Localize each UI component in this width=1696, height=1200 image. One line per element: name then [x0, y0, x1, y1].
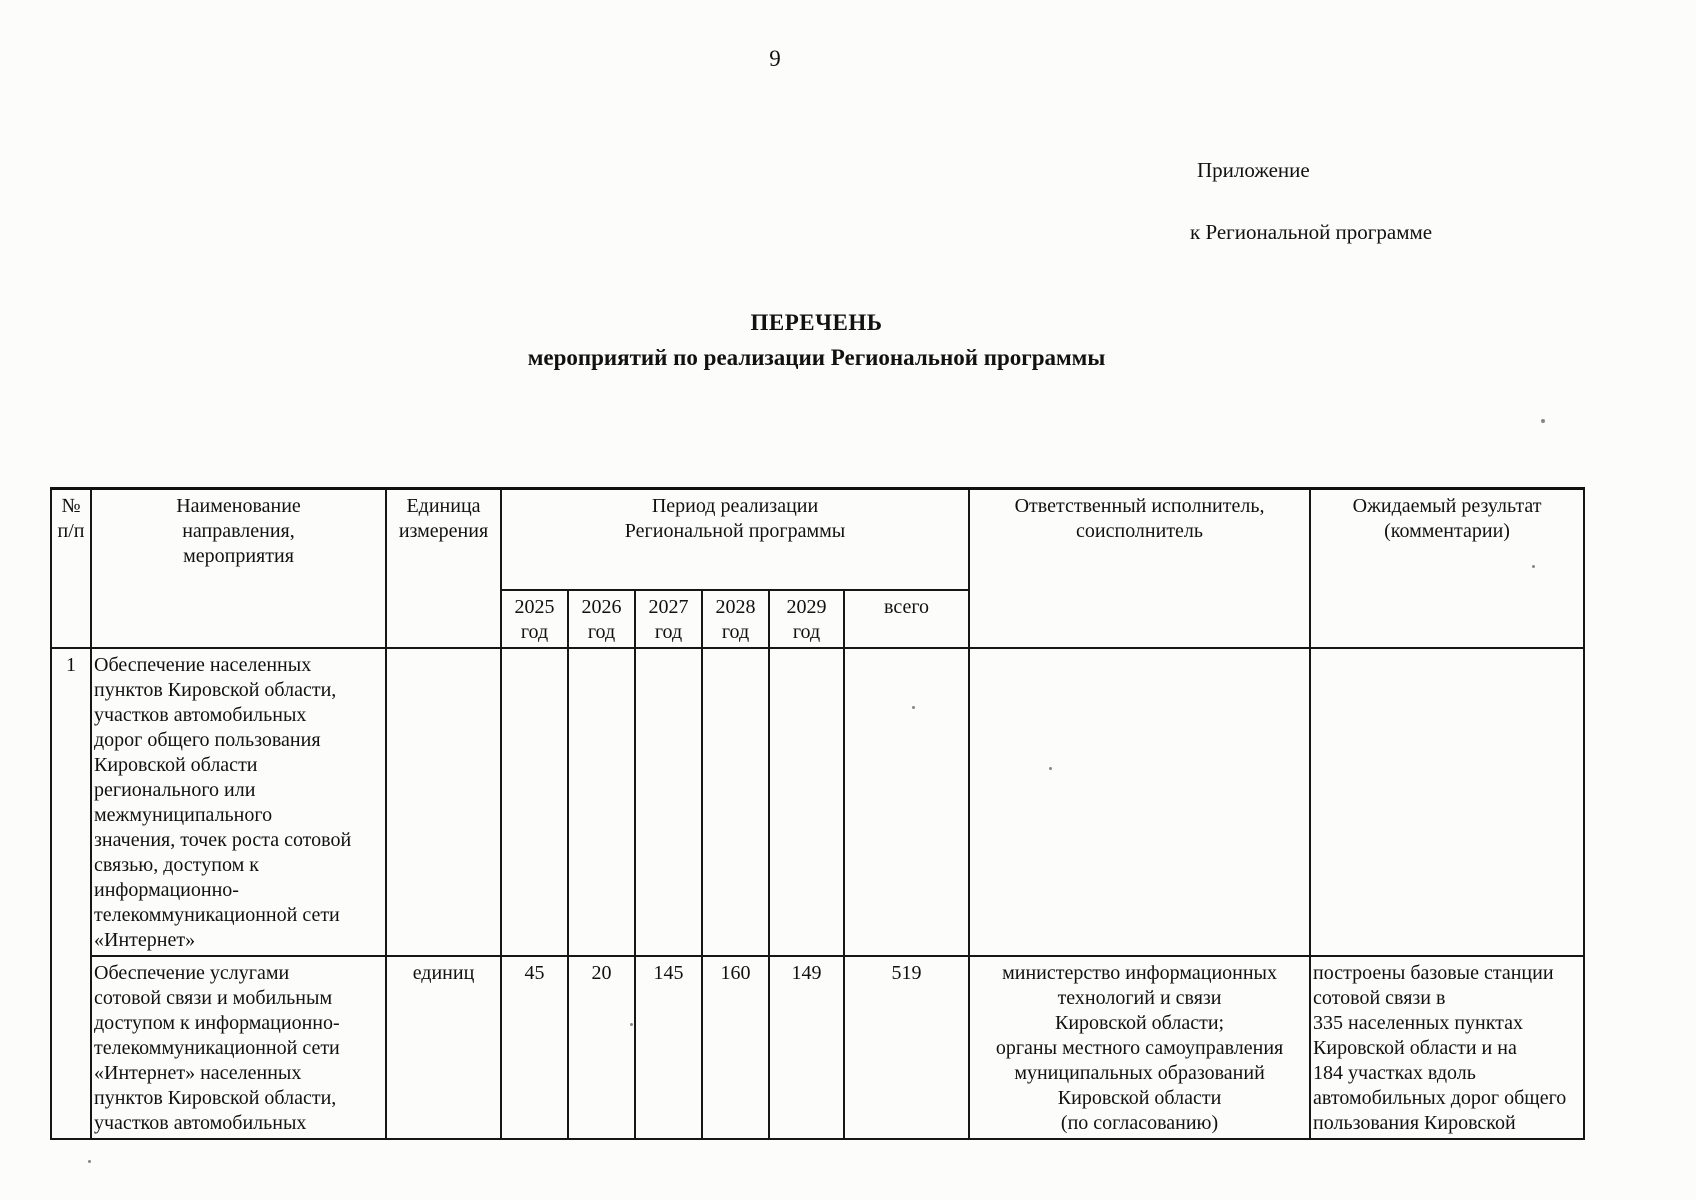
empty-cell — [768, 646, 845, 957]
col-header-result: Ожидаемый результат (комментарии) — [1309, 487, 1586, 649]
col-header-year-2028: 2028 год — [701, 588, 770, 649]
col-header-year-2027: 2027 год — [634, 588, 703, 649]
empty-cell — [385, 646, 502, 957]
program-measures-table: № п/п Наименование направления, мероприя… — [50, 487, 1586, 1140]
scan-speckle — [1049, 767, 1052, 770]
col-header-total: всего — [842, 588, 971, 649]
value-2025-cell: 45 — [500, 954, 569, 1140]
measure-unit-cell: единиц — [385, 954, 502, 1140]
table-header-row-main: № п/п Наименование направления, мероприя… — [50, 487, 1586, 649]
col-header-unit: Единица измерения — [385, 487, 502, 649]
empty-cell — [567, 646, 636, 957]
direction-name-cell: Обеспечение населенных пунктов Кировской… — [90, 646, 387, 957]
col-header-executor: Ответственный исполнитель, соисполнитель — [968, 487, 1312, 649]
scan-speckle — [1541, 419, 1545, 423]
col-header-num: № п/п — [50, 487, 92, 649]
title-block: ПЕРЕЧЕНЬ мероприятий по реализации Регио… — [50, 310, 1583, 371]
value-2027-cell: 145 — [634, 954, 703, 1140]
executor-cell: министерство информационных технологий и… — [968, 954, 1312, 1140]
scan-speckle — [912, 706, 915, 709]
document-title: ПЕРЕЧЕНЬ — [750, 310, 883, 335]
empty-cell — [634, 646, 703, 957]
result-cell: построены базовые станции сотовой связи … — [1309, 954, 1586, 1140]
col-header-year-2026: 2026 год — [567, 588, 636, 649]
appendix-reference: к Региональной программе — [1190, 220, 1433, 244]
measure-name-cell: Обеспечение услугами сотовой связи и моб… — [90, 954, 387, 1140]
value-total-cell: 519 — [842, 954, 971, 1140]
table-header-row-years: 2025 год 2026 год 2027 год 2028 год 2029… — [51, 588, 1584, 649]
row-number-cell: 1 — [50, 646, 92, 1140]
col-header-period: Период реализации Региональной программы — [499, 487, 971, 591]
value-2028-cell: 160 — [701, 954, 770, 1140]
value-2029-cell: 149 — [768, 954, 845, 1140]
appendix-label: Приложение — [1197, 158, 1310, 182]
col-header-year-2029: 2029 год — [768, 588, 845, 649]
empty-cell — [842, 646, 971, 957]
scan-speckle — [630, 1023, 633, 1026]
table-row-direction: 1 Обеспечение населенных пунктов Кировск… — [50, 646, 1586, 1140]
empty-cell — [701, 646, 770, 957]
col-header-name: Наименование направления, мероприятия — [90, 487, 387, 649]
empty-cell — [1309, 646, 1586, 957]
col-header-year-2025: 2025 год — [500, 588, 569, 649]
scan-speckle — [88, 1160, 91, 1163]
empty-cell — [500, 646, 569, 957]
empty-cell — [968, 646, 1312, 957]
table-row-measure: Обеспечение услугами сотовой связи и моб… — [51, 954, 1586, 1140]
scan-speckle — [1532, 565, 1535, 568]
document-subtitle: мероприятий по реализации Региональной п… — [527, 345, 1106, 370]
value-2026-cell: 20 — [567, 954, 636, 1140]
page-number: 9 — [769, 46, 781, 71]
